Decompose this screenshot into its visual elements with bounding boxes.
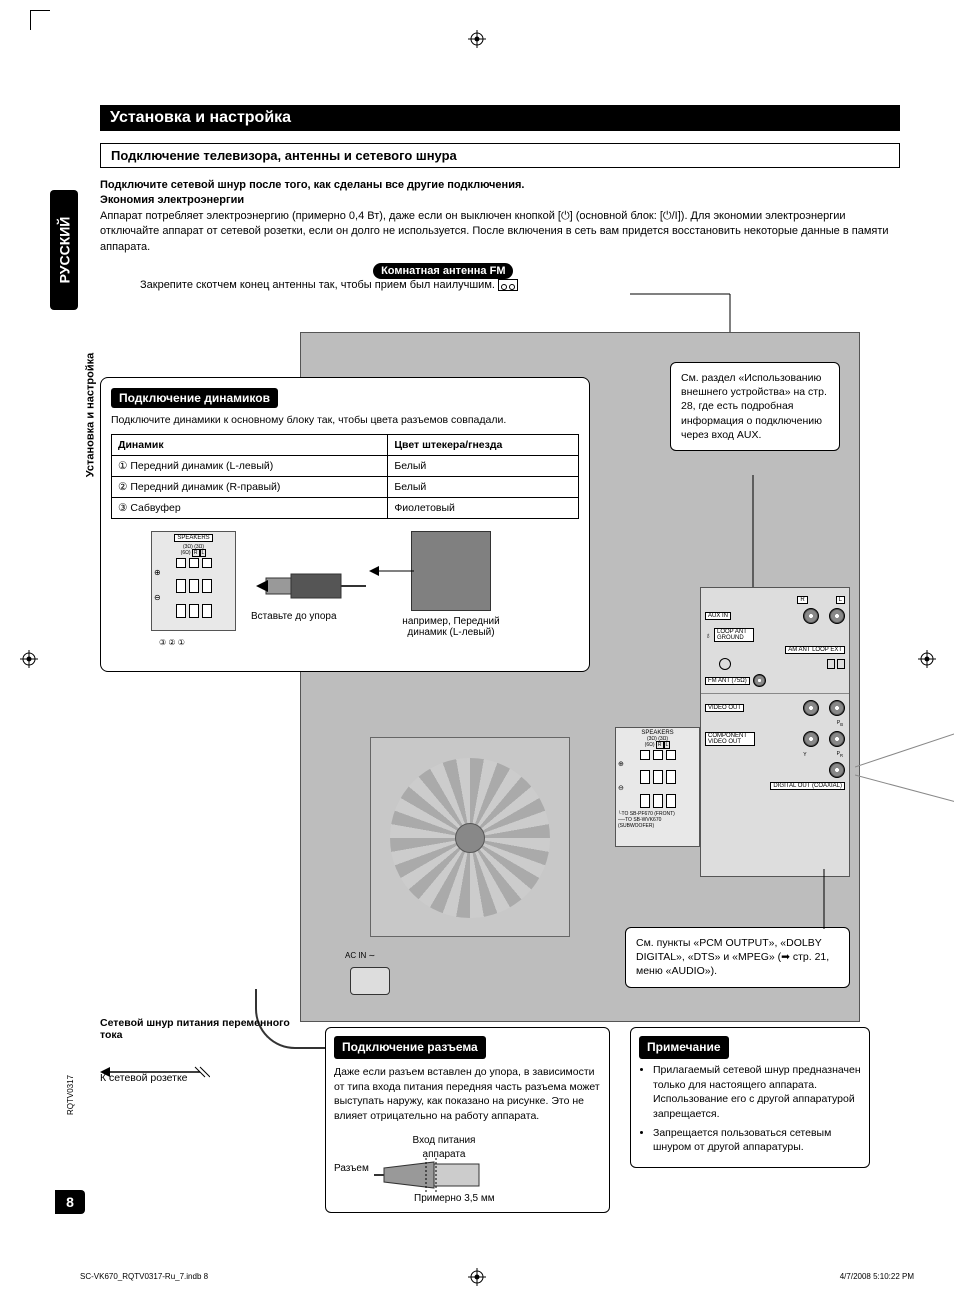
outlet-label: К сетевой розетке [100, 1072, 188, 1084]
page-content: Установка и настройка Подключение телеви… [100, 105, 900, 1207]
speakers-header: Подключение динамиков [111, 388, 278, 408]
tape-icon [498, 279, 518, 291]
fm-antenna-label: Комнатная антенна FM [373, 263, 513, 279]
terminal-numbers: ③ ② ① [159, 638, 185, 647]
aux-leader-line [748, 475, 758, 595]
doc-code: RQTV0317 [66, 1075, 75, 1115]
fan-grill [370, 737, 570, 937]
connector-panel: Подключение разъема Даже если разъем вст… [325, 1027, 610, 1213]
table-row: ③ СабвуферФиолетовый [112, 498, 579, 519]
arrow-icon [369, 561, 414, 581]
note-item: Запрещается пользоваться сетевым шнуром … [653, 1126, 861, 1155]
fm-antenna-text: Закрепите скотчем конец антенны так, что… [140, 279, 495, 291]
ac-in-label: AC IN ∼ [345, 951, 375, 960]
rear-connector-panel: RL AUX IN ♁LOOP ANT GROUND AM ANT LOOP E… [700, 587, 850, 877]
power-cable-label: Сетевой шнур питания переменного тока [100, 1017, 300, 1041]
speakers-panel: Подключение динамиков Подключите динамик… [100, 377, 590, 672]
plug-label-left: Разъем [334, 1162, 369, 1176]
table-row: ② Передний динамик (R-правый)Белый [112, 477, 579, 498]
page-number: 8 [55, 1190, 85, 1214]
section-tab: Установка и настройка [82, 325, 98, 505]
pcm-leader-line [819, 869, 829, 929]
table-row: ① Передний динамик (L-левый)Белый [112, 456, 579, 477]
terminal-label: SPEAKERS [174, 534, 212, 542]
small-terminal-block: SPEAKERS (3Ω) (3Ω)(6Ω) RL ⊕ ⊖ └TO SB-PF6… [615, 727, 700, 847]
registration-mark-icon [468, 30, 486, 48]
intro-block: Подключите сетевой шнур после того, как … [100, 178, 900, 255]
speakers-table: ДинамикЦвет штекера/гнезда ① Передний ди… [111, 434, 579, 519]
connector-header: Подключение разъема [334, 1036, 486, 1059]
intro-text: Аппарат потребляет электроэнергию (приме… [100, 209, 900, 255]
speaker-box-icon [411, 531, 491, 611]
example-caption: например, Передний динамик (L-левый) [391, 616, 511, 638]
intro-bold-1: Подключите сетевой шнур после того, как … [100, 178, 900, 193]
fm-antenna-row: Комнатная антенна FM Закрепите скотчем к… [100, 263, 900, 291]
aux-note: См. раздел «Использованию внешнего устро… [670, 362, 840, 451]
registration-mark-icon [468, 1268, 486, 1286]
page-subtitle: Подключение телевизора, антенны и сетево… [100, 143, 900, 168]
col-color: Цвет штекера/гнезда [388, 435, 579, 456]
footer-left: SC-VK670_RQTV0317-Ru_7.indb 8 [80, 1272, 208, 1281]
language-tab: РУССКИЙ [50, 190, 78, 310]
plug-diagram [256, 566, 366, 606]
plug-detail-diagram: Разъем Вход питания аппарата Примерно 3,… [334, 1134, 601, 1204]
note-header: Примечание [639, 1036, 729, 1059]
language-label: РУССКИЙ [56, 217, 72, 284]
crop-mark [30, 10, 50, 30]
speaker-terminal-diagram: SPEAKERS (3Ω) (3Ω)(6Ω) RL ⊕ ⊖ ③ ② ① Вста… [111, 531, 579, 661]
speakers-text: Подключите динамики к основному блоку та… [111, 414, 579, 426]
pcm-note: См. пункты «PCM OUTPUT», «DOLBY DIGITAL»… [625, 927, 850, 988]
registration-mark-icon [918, 650, 936, 668]
main-diagram: Подключение динамиков Подключите динамик… [100, 297, 900, 1207]
note-item: Прилагаемый сетевой шнур предназначен то… [653, 1063, 861, 1122]
section-label: Установка и настройка [84, 353, 96, 478]
approx-label: Примерно 3,5 мм [414, 1192, 495, 1206]
terminal-block: SPEAKERS (3Ω) (3Ω)(6Ω) RL ⊕ ⊖ [151, 531, 236, 631]
registration-mark-icon [20, 650, 38, 668]
ac-socket-icon [350, 967, 390, 995]
diagonal-lines [855, 727, 954, 807]
note-panel: Примечание Прилагаемый сетевой шнур пред… [630, 1027, 870, 1168]
insert-caption: Вставьте до упора [251, 611, 337, 622]
connector-text: Даже если разъем вставлен до упора, в за… [334, 1065, 601, 1124]
footer-right: 4/7/2008 5:10:22 PM [840, 1272, 914, 1281]
page-title: Установка и настройка [100, 105, 900, 131]
intro-bold-2: Экономия электроэнергии [100, 193, 900, 208]
col-speaker: Динамик [112, 435, 388, 456]
plug-icon [374, 1158, 494, 1194]
